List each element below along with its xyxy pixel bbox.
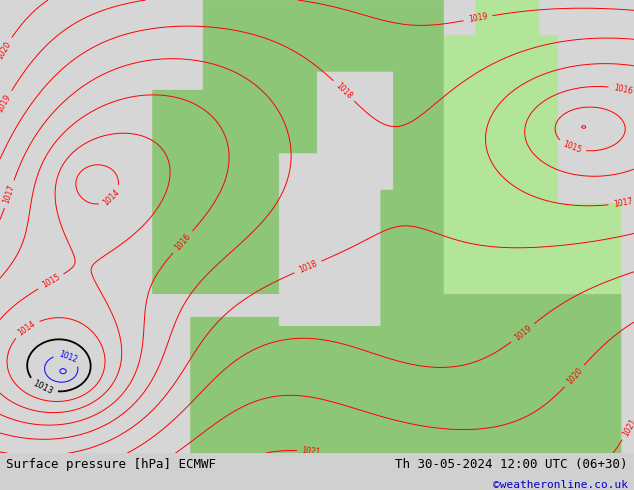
Text: 1021: 1021 (621, 416, 634, 438)
Text: 1019: 1019 (512, 323, 533, 343)
Text: 1015: 1015 (41, 272, 61, 290)
Text: 1016: 1016 (173, 232, 193, 252)
Text: 1015: 1015 (562, 140, 583, 155)
Text: 1018: 1018 (297, 259, 318, 275)
Text: 1020: 1020 (565, 366, 585, 386)
Text: 1017: 1017 (612, 196, 633, 209)
Text: 1012: 1012 (57, 349, 79, 364)
Text: 1021: 1021 (301, 446, 321, 457)
Text: Surface pressure [hPa] ECMWF: Surface pressure [hPa] ECMWF (6, 458, 216, 470)
Text: 1016: 1016 (612, 83, 633, 96)
Text: 1018: 1018 (334, 81, 354, 101)
Text: 1019: 1019 (0, 93, 13, 114)
Text: Th 30-05-2024 12:00 UTC (06+30): Th 30-05-2024 12:00 UTC (06+30) (395, 458, 628, 470)
Text: 1014: 1014 (16, 319, 37, 338)
Text: 1020: 1020 (0, 39, 13, 61)
Text: ©weatheronline.co.uk: ©weatheronline.co.uk (493, 480, 628, 490)
Text: 1013: 1013 (32, 379, 55, 396)
Text: 1014: 1014 (102, 188, 122, 208)
Text: 1017: 1017 (2, 184, 16, 205)
Text: 1019: 1019 (468, 12, 488, 24)
